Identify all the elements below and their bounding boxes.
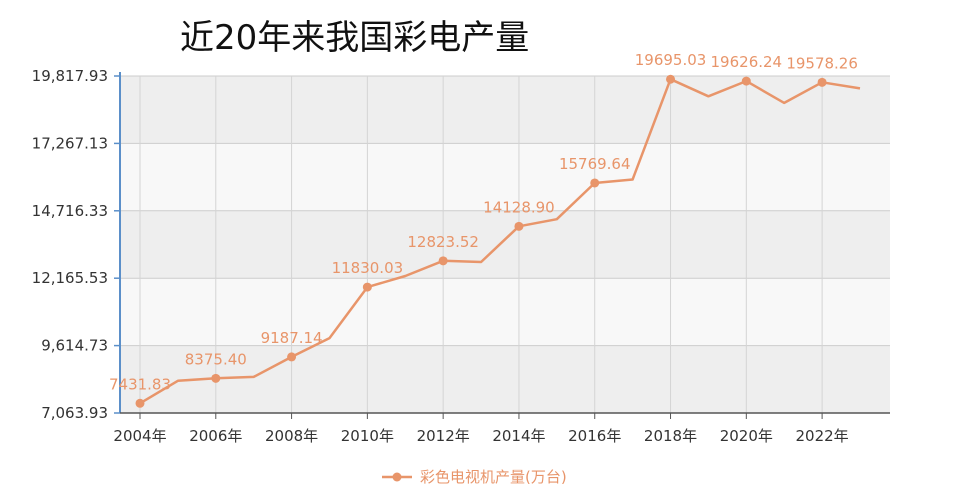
data-point xyxy=(741,76,751,86)
x-tick-label: 2020年 xyxy=(720,427,773,445)
x-tick-label: 2004年 xyxy=(113,427,166,445)
data-point xyxy=(666,74,676,84)
data-point xyxy=(590,178,600,188)
y-tick-label: 12,165.53 xyxy=(32,269,108,287)
data-label: 19695.03 xyxy=(635,51,707,69)
plot-background xyxy=(120,76,890,413)
legend[interactable]: 彩色电视机产量(万台) xyxy=(382,468,567,486)
data-point xyxy=(135,398,145,408)
x-tick-label: 2016年 xyxy=(568,427,621,445)
data-label: 19578.26 xyxy=(786,54,858,72)
plot-band xyxy=(120,278,890,346)
data-point xyxy=(438,256,448,266)
plot-band xyxy=(120,143,890,211)
data-point xyxy=(287,352,297,362)
plot-band xyxy=(120,345,890,413)
x-tick-label: 2006年 xyxy=(189,427,242,445)
y-tick-label: 17,267.13 xyxy=(32,134,108,152)
data-point xyxy=(362,282,372,292)
x-tick-label: 2008年 xyxy=(265,427,318,445)
legend-marker xyxy=(392,472,402,482)
data-label: 19626.24 xyxy=(711,53,783,71)
data-labels: 7431.83 8375.40 9187.14 11830.0312823.52141… xyxy=(109,51,858,393)
series-group xyxy=(135,74,861,408)
y-tick-label: 14,716.33 xyxy=(32,202,108,220)
y-axis-ticks: 7,063.93 9,614.73 12,165.53 14,716.33 17,267… xyxy=(32,67,108,422)
data-label: 8375.40 xyxy=(185,350,247,368)
data-label: 15769.64 xyxy=(559,155,631,173)
x-tick-label: 2014年 xyxy=(492,427,545,445)
y-tick-label: 7,063.93 xyxy=(41,404,108,422)
series-line xyxy=(139,77,861,405)
plot-band xyxy=(120,210,890,279)
y-tick-label: 9,614.73 xyxy=(41,337,108,355)
x-tick-label: 2018年 xyxy=(644,427,697,445)
y-tick-label: 19,817.93 xyxy=(32,67,108,85)
data-label: 7431.83 xyxy=(109,375,171,393)
plot-band xyxy=(120,76,890,144)
data-label: 11830.03 xyxy=(332,259,404,277)
axes xyxy=(114,72,890,419)
data-label: 12823.52 xyxy=(407,233,479,251)
data-point xyxy=(211,373,221,383)
data-point xyxy=(817,77,827,87)
x-tick-label: 2010年 xyxy=(341,427,394,445)
legend-label: 彩色电视机产量(万台) xyxy=(420,468,567,486)
data-label: 9187.14 xyxy=(261,329,323,347)
x-tick-label: 2022年 xyxy=(796,427,849,445)
x-axis-ticks: 2004年 2006年 2008年 2010年 2012年 2014年 2016年 2018年… xyxy=(113,427,848,445)
data-point xyxy=(514,221,524,231)
chart-title: 近20年来我国彩电产量 xyxy=(180,18,530,58)
x-tick-label: 2012年 xyxy=(417,427,470,445)
data-label: 14128.90 xyxy=(483,198,555,216)
